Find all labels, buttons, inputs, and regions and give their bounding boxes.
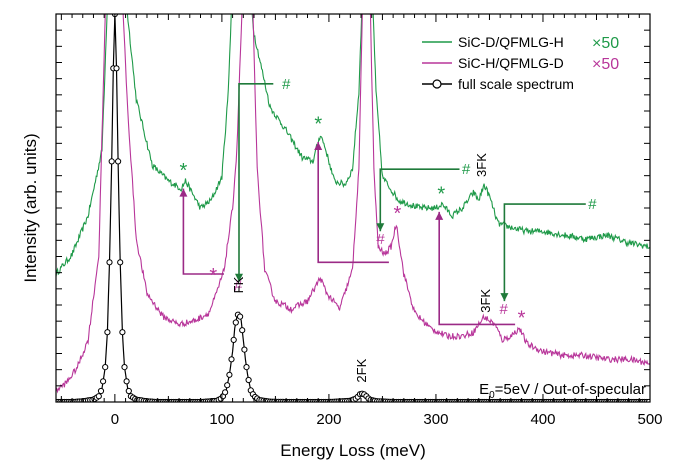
axes: 0 100 200 300 400 500 Energy Loss (meV) Intensi… — [21, 13, 663, 460]
magenta-arrow-0-head — [179, 188, 188, 197]
series-marker — [115, 158, 122, 165]
magenta-arrow-0-line — [182, 188, 224, 275]
series-marker — [237, 313, 244, 320]
magenta-arrow-1-head — [314, 142, 323, 150]
series-line-0 — [56, 14, 650, 277]
green-hash-2: # — [588, 196, 597, 213]
peak-label-0: FK — [231, 276, 246, 293]
series-marker — [232, 319, 239, 326]
magenta-hash-2: # — [499, 301, 508, 318]
magenta-asterisk-2: * — [518, 308, 526, 330]
series-marker — [95, 393, 102, 400]
x-tick-label-5: 500 — [637, 411, 662, 428]
series-marker — [117, 259, 124, 266]
series-marker — [239, 327, 246, 334]
green-arrow-0-line — [238, 83, 274, 282]
series-marker — [123, 378, 130, 385]
x-tick-label-0: 0 — [111, 411, 119, 428]
green-arrow-2-head — [500, 293, 509, 302]
legend-background — [416, 28, 642, 98]
peak-label-1: 2FK — [354, 358, 369, 382]
y-axis-label: Intensity (arb. units) — [21, 133, 40, 282]
series-marker — [224, 382, 231, 389]
x-tick-label-2: 200 — [316, 411, 341, 428]
series-marker — [241, 346, 248, 353]
series-marker — [113, 65, 120, 72]
series-marker — [102, 364, 109, 371]
green-hash-0: # — [282, 76, 291, 93]
x-tick-label-1: 100 — [209, 411, 234, 428]
legend-label-0: SiC-D/QFMLG-H — [458, 34, 564, 50]
legend-multiplier-0: ×50 — [592, 35, 619, 52]
series-marker — [222, 389, 229, 396]
legend-marker-2 — [432, 79, 442, 89]
legend-label-1: SiC-H/QFMLG-D — [458, 55, 564, 71]
series-line-1 — [56, 14, 650, 394]
peak-label-3: 3FK — [478, 289, 493, 313]
magenta-asterisk-1: * — [394, 203, 402, 225]
green-asterisk-0: * — [179, 160, 187, 182]
peak-label-2: 3FK — [474, 153, 489, 177]
series-marker — [125, 387, 132, 395]
legend-label-2: full scale spectrum — [458, 76, 574, 92]
series-marker — [228, 356, 235, 363]
green-arrow-0-head — [235, 273, 243, 282]
green-asterisk-1: * — [314, 114, 322, 136]
series-marker — [245, 376, 252, 384]
energy-note-e: E — [479, 381, 489, 398]
magenta-hash-1: # — [376, 231, 385, 248]
energy-note-sub: 0 — [489, 390, 495, 401]
green-arrow-1-head — [376, 223, 385, 232]
green-hash-1: # — [462, 161, 471, 178]
magenta-arrow-1-line — [317, 142, 389, 264]
series-marker — [226, 371, 233, 378]
magenta-hash-0: # — [234, 278, 243, 295]
series-marker — [121, 364, 128, 371]
magenta-arrow-2-line — [438, 211, 516, 326]
x-tick-label-4: 400 — [530, 411, 555, 428]
legend: SiC-D/QFMLG-H ×50 SiC-H/QFMLG-D ×50 full sca… — [416, 28, 642, 98]
series-marker — [230, 336, 237, 343]
series-marker — [106, 259, 113, 266]
energy-note: E0=5eV / Out-of-specular — [479, 381, 646, 401]
x-axis-label: Energy Loss (meV) — [280, 441, 426, 460]
legend-multiplier-1: ×50 — [592, 56, 619, 73]
series-marker — [243, 364, 250, 371]
green-arrow-1-line — [379, 168, 460, 232]
green-arrow-2-line — [503, 203, 586, 302]
series-marker — [104, 329, 111, 336]
green-asterisk-2: * — [437, 183, 445, 205]
energy-note-rest: =5eV / Out-of-specular — [495, 381, 646, 398]
series-marker — [119, 329, 126, 336]
magenta-asterisk-0: * — [209, 265, 217, 287]
series-marker — [97, 387, 105, 395]
x-tick-label-3: 300 — [423, 411, 448, 428]
magenta-arrow-2-head — [435, 211, 444, 220]
series-marker — [108, 158, 115, 165]
series-marker — [100, 378, 107, 385]
